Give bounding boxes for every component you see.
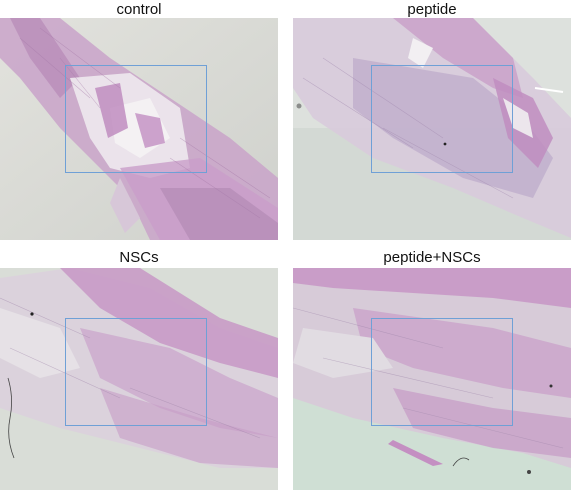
panel-title-control: control <box>0 1 278 19</box>
roi-box-control <box>65 65 207 173</box>
micrograph-peptide-nscs <box>293 268 571 490</box>
panel-title-nscs: NSCs <box>0 249 278 267</box>
micrograph-control <box>0 18 278 240</box>
panel-title-peptide: peptide <box>293 1 571 19</box>
micrograph-nscs <box>0 268 278 490</box>
roi-box-peptide-nscs <box>371 318 513 426</box>
panel-title-peptide-nscs: peptide+NSCs <box>293 249 571 267</box>
roi-box-peptide <box>371 65 513 173</box>
micrograph-peptide <box>293 18 571 240</box>
roi-box-nscs <box>65 318 207 426</box>
